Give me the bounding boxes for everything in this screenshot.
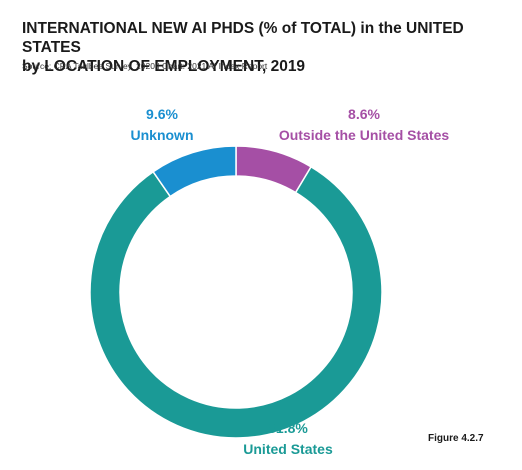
data-label-category-unknown: Unknown (131, 127, 194, 143)
data-label-category-outside-the-united-states: Outside the United States (279, 127, 450, 143)
chart-title: INTERNATIONAL NEW AI PHDS (% of TOTAL) i… (22, 19, 512, 76)
chart-title-line-1: INTERNATIONAL NEW AI PHDS (% of TOTAL) i… (22, 20, 464, 56)
figure-label: Figure 4.2.7 (428, 433, 484, 444)
data-label-category-united-states: United States (243, 441, 333, 457)
chart-title-line-2: by LOCATION OF EMPLOYMENT, 2019 (22, 58, 306, 75)
data-label-value-unknown: 9.6% (146, 106, 178, 122)
donut-slice-united-states (89, 165, 383, 439)
donut-slice-unknown (152, 145, 237, 198)
data-label-value-outside-the-united-states: 8.6% (348, 106, 380, 122)
data-label-value-united-states: 81.8% (268, 420, 308, 436)
chart-source: Source: CRA Taulbee Survey, 2020 | Chart… (22, 61, 268, 71)
